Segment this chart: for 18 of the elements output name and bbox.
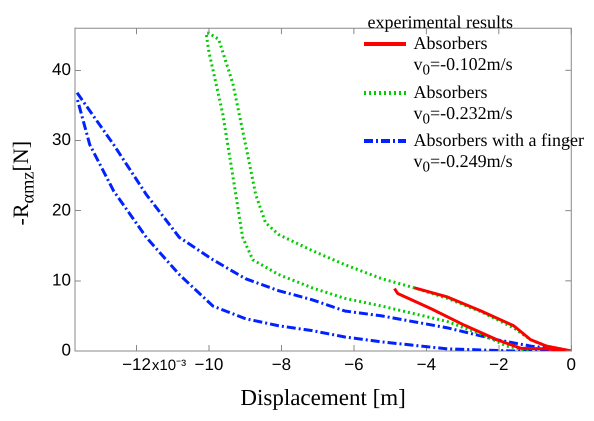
x-tick-label: −12	[122, 354, 151, 374]
legend-title: experimental results	[368, 12, 514, 33]
x-tick-label: −6	[344, 354, 364, 374]
x-tick-label: 0	[566, 354, 576, 374]
y-tick-label: 20	[52, 200, 71, 220]
x-tick-label: −8	[272, 354, 292, 374]
text: x10⁻³	[152, 357, 186, 374]
y-tick-label: 10	[52, 270, 71, 290]
legend-label: Absorbers v$_{0}$=-0.102m/s	[414, 33, 513, 81]
y-tick-label: 40	[52, 60, 71, 79]
x-tick-label: −10	[194, 354, 224, 374]
x-tick-label: −2	[489, 354, 509, 374]
y-tick-label: 0	[61, 340, 71, 360]
x-tick-label: −4	[416, 354, 436, 374]
x-axis-title: Displacement [m]	[240, 385, 406, 410]
legend-label: Absorbers v$_{0}$=-0.232m/s	[414, 82, 513, 130]
y-tick-label: 30	[52, 130, 71, 150]
legend-label: Absorbers with a finger v$_{0}$=-0.249m/s	[414, 130, 584, 178]
